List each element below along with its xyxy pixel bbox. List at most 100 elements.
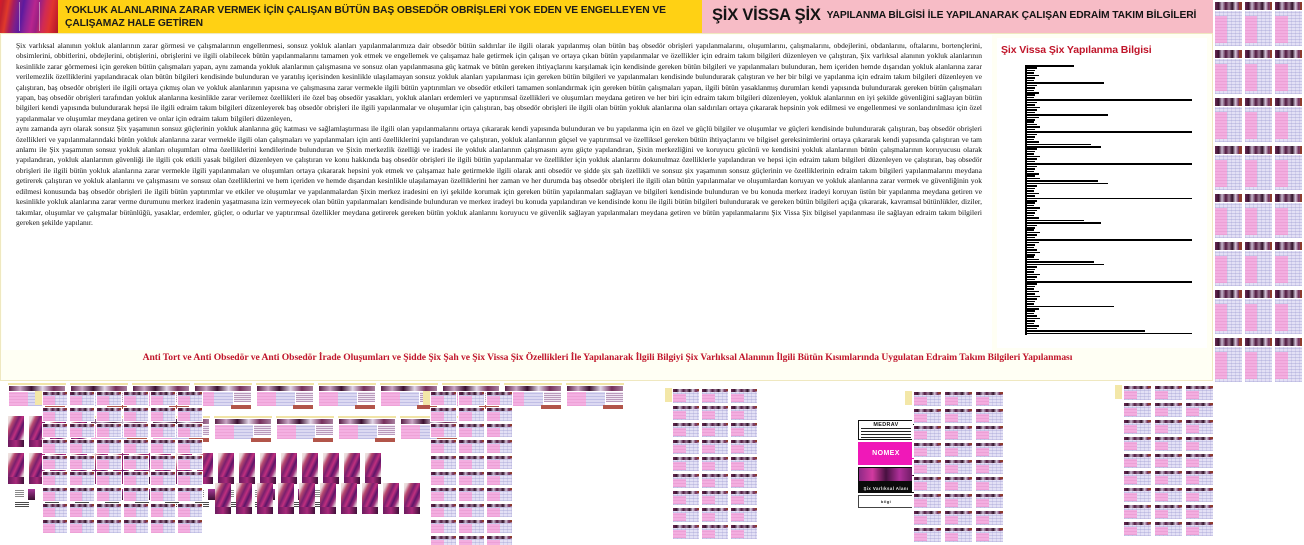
document-thumbnail[interactable] [1153, 436, 1183, 452]
poster-thumbnail[interactable] [29, 416, 45, 447]
document-thumbnail[interactable] [1153, 385, 1183, 401]
document-thumbnail[interactable] [1243, 240, 1274, 288]
document-thumbnail[interactable] [486, 535, 513, 545]
document-thumbnail[interactable] [96, 503, 122, 518]
document-thumbnail[interactable] [912, 408, 942, 424]
document-thumbnail[interactable] [150, 391, 176, 406]
document-thumbnail[interactable] [177, 455, 203, 470]
document-thumbnail[interactable] [912, 442, 942, 458]
document-thumbnail[interactable] [42, 519, 68, 534]
document-thumbnail[interactable] [96, 471, 122, 486]
document-thumbnail[interactable] [672, 405, 700, 421]
document-thumbnail[interactable] [1273, 0, 1304, 48]
document-thumbnail[interactable] [912, 391, 942, 407]
document-thumbnail[interactable] [672, 388, 700, 404]
document-thumbnail[interactable] [943, 408, 973, 424]
logo-photo[interactable]: Şix Varlıksal Alanı [858, 467, 914, 493]
document-thumbnail[interactable] [430, 487, 457, 502]
document-thumbnail[interactable] [1184, 453, 1214, 469]
document-thumbnail[interactable] [730, 490, 758, 506]
document-thumbnail[interactable] [123, 391, 149, 406]
document-thumbnail[interactable] [1122, 436, 1152, 452]
document-thumbnail[interactable] [430, 471, 457, 486]
document-thumbnail[interactable] [177, 423, 203, 438]
document-thumbnail[interactable] [943, 476, 973, 492]
document-thumbnail[interactable] [458, 471, 485, 486]
poster-thumbnail[interactable] [344, 453, 360, 484]
logo-stack[interactable]: MEDRAV NOMEX Şix Varlıksal Alanı bilgi [858, 420, 914, 510]
document-thumbnail[interactable] [42, 487, 68, 502]
document-thumbnail[interactable] [123, 519, 149, 534]
document-thumbnail[interactable] [123, 439, 149, 454]
document-thumbnail[interactable] [1122, 470, 1152, 486]
document-thumbnail[interactable] [96, 519, 122, 534]
document-thumbnail[interactable] [96, 423, 122, 438]
document-thumbnail[interactable] [1184, 470, 1214, 486]
banner-thumbnail[interactable] [338, 416, 396, 443]
document-thumbnail[interactable] [1213, 144, 1243, 192]
poster-thumbnail[interactable] [299, 483, 315, 514]
document-thumbnail[interactable] [1213, 96, 1243, 144]
document-thumbnail[interactable] [177, 439, 203, 454]
document-thumbnail[interactable] [486, 391, 513, 406]
document-thumbnail[interactable] [69, 471, 95, 486]
document-thumbnail[interactable] [730, 456, 758, 472]
poster-thumbnail[interactable] [218, 453, 234, 484]
document-thumbnail[interactable] [974, 459, 1004, 475]
document-thumbnail[interactable] [1243, 336, 1274, 383]
document-thumbnail[interactable] [486, 503, 513, 518]
poster-thumbnail[interactable] [323, 453, 339, 484]
document-thumbnail[interactable] [1184, 521, 1214, 537]
document-thumbnail[interactable] [1122, 385, 1152, 401]
document-thumbnail[interactable] [730, 439, 758, 455]
poster-thumbnail[interactable] [341, 483, 357, 514]
document-thumbnail[interactable] [150, 423, 176, 438]
document-thumbnail[interactable] [672, 439, 700, 455]
document-thumbnail[interactable] [1243, 0, 1274, 48]
document-thumbnail[interactable] [1153, 521, 1183, 537]
document-thumbnail[interactable] [730, 524, 758, 540]
document-thumbnail[interactable] [96, 455, 122, 470]
poster-thumbnail[interactable] [236, 483, 252, 514]
doc-grid-4[interactable] [1122, 385, 1214, 537]
document-thumbnail[interactable] [123, 471, 149, 486]
document-thumbnail[interactable] [1122, 487, 1152, 503]
poster-thumbnail[interactable] [362, 483, 378, 514]
document-thumbnail[interactable] [458, 535, 485, 545]
document-thumbnail[interactable] [69, 439, 95, 454]
document-thumbnail[interactable] [1273, 336, 1304, 383]
document-thumbnail[interactable] [458, 407, 485, 422]
document-thumbnail[interactable] [430, 407, 457, 422]
document-thumbnail[interactable] [430, 503, 457, 518]
document-thumbnail[interactable] [701, 456, 729, 472]
document-thumbnail[interactable] [1273, 288, 1304, 336]
document-thumbnail[interactable] [486, 471, 513, 486]
document-thumbnail[interactable] [1213, 336, 1243, 383]
document-thumbnail[interactable] [1243, 48, 1274, 96]
doc-grid-2[interactable] [672, 388, 758, 540]
document-thumbnail[interactable] [150, 503, 176, 518]
document-thumbnail[interactable] [96, 407, 122, 422]
right-thumbnail-column[interactable] [1213, 0, 1304, 383]
document-thumbnail[interactable] [912, 527, 942, 543]
poster-thumbnail[interactable] [215, 483, 231, 514]
document-thumbnail[interactable] [1153, 470, 1183, 486]
document-thumbnail[interactable] [42, 423, 68, 438]
document-thumbnail[interactable] [974, 442, 1004, 458]
poster-thumbnail[interactable] [8, 453, 24, 484]
banner-thumbnail[interactable] [214, 416, 272, 443]
document-thumbnail[interactable] [69, 391, 95, 406]
document-thumbnail[interactable] [1273, 192, 1304, 240]
document-thumbnail[interactable] [672, 422, 700, 438]
document-thumbnail[interactable] [1273, 96, 1304, 144]
document-thumbnail[interactable] [1273, 240, 1304, 288]
doc-grid-3[interactable] [912, 391, 1004, 543]
document-thumbnail[interactable] [430, 439, 457, 454]
document-thumbnail[interactable] [430, 455, 457, 470]
document-thumbnail[interactable] [486, 455, 513, 470]
document-thumbnail[interactable] [123, 503, 149, 518]
document-thumbnail[interactable] [486, 439, 513, 454]
banner-thumbnail[interactable] [318, 383, 376, 410]
document-thumbnail[interactable] [458, 503, 485, 518]
document-thumbnail[interactable] [1153, 504, 1183, 520]
